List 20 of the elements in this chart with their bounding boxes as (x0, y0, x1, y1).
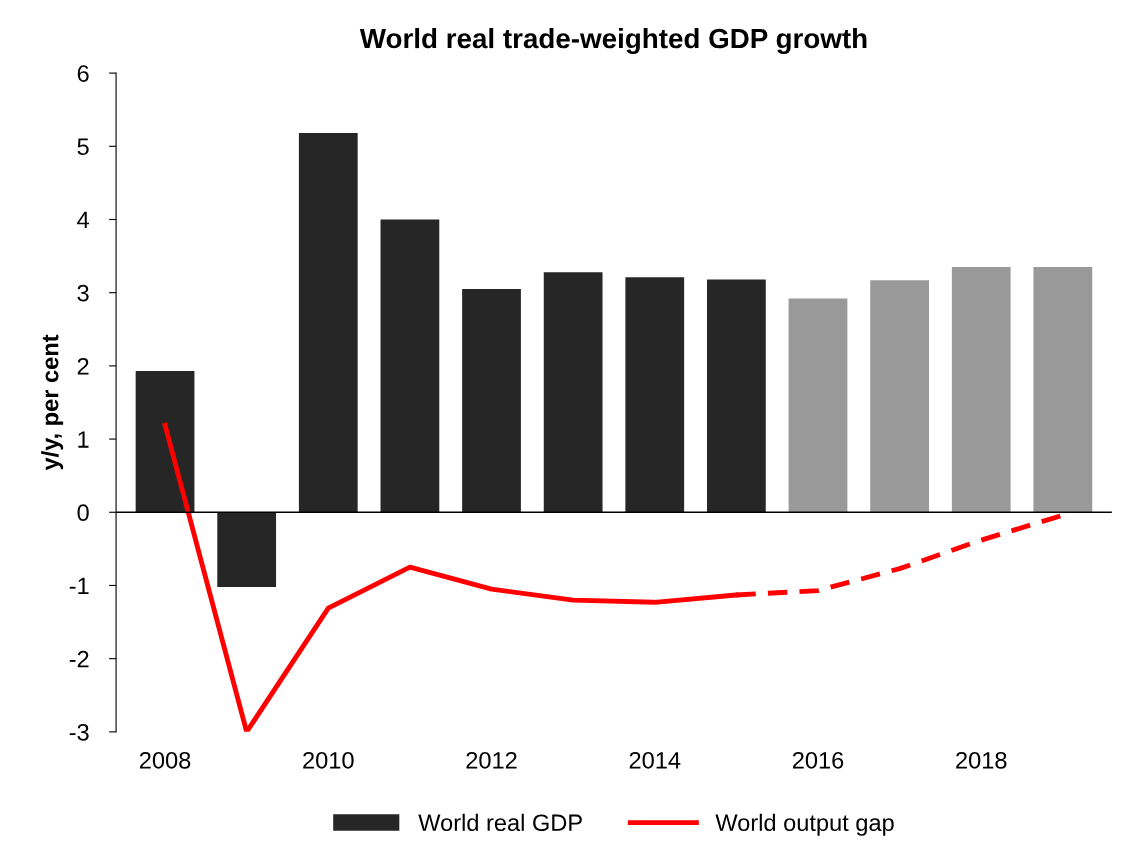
y-tick-label: 3 (77, 284, 89, 302)
x-tick-label: 2012 (466, 751, 517, 769)
chart-title: World real trade-weighted GDP growth (359, 27, 867, 54)
legend-label: World real GDP (418, 813, 582, 832)
y-tick-label: 0 (77, 504, 89, 522)
x-tick-label: 2008 (139, 751, 191, 769)
y-tick-label: -1 (69, 577, 89, 595)
legend-label: World output gap (715, 813, 894, 836)
y-tick-label: 2 (77, 357, 89, 375)
y-tick-label: -3 (69, 723, 89, 741)
x-tick-label: 2018 (956, 751, 1007, 769)
y-tick-label: 1 (78, 431, 89, 448)
x-tick-label: 2016 (792, 751, 844, 769)
y-tick-label: 5 (77, 138, 89, 156)
y-tick-label: 6 (77, 65, 89, 82)
x-tick-label: 2014 (629, 751, 681, 769)
y-tick-label: 4 (77, 211, 89, 229)
y-tick-label: -2 (69, 650, 89, 668)
x-tick-label: 2010 (303, 751, 354, 769)
y-axis-title: y/y, per cent (41, 334, 64, 471)
